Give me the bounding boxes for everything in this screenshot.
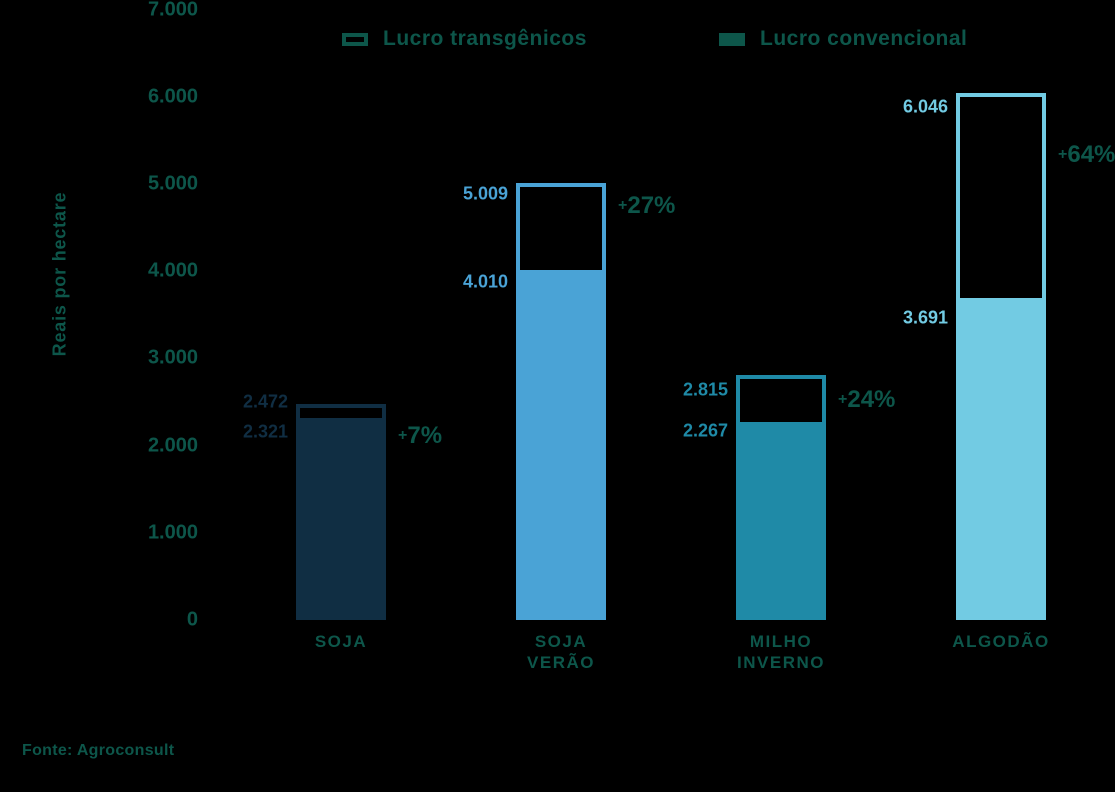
plus-sign: + — [398, 427, 408, 445]
filled-swatch-icon — [719, 32, 745, 46]
tick-label: 5.000 — [147, 172, 198, 195]
tick-label: 7.000 — [147, 0, 198, 21]
percent-gain-label: +24% — [838, 385, 896, 413]
percent-gain-label: +7% — [398, 422, 443, 450]
source-note: Fonte: Agroconsult — [22, 742, 175, 759]
conventional-value-label: 4.010 — [462, 271, 508, 292]
conventional-bar-fill — [296, 417, 386, 620]
conventional-value-label: 2.267 — [682, 420, 728, 441]
x-axis-label: SOJA — [241, 631, 441, 652]
transgenic-value-label: 2.815 — [682, 379, 728, 400]
x-axis-label-line: VERÃO — [527, 653, 595, 672]
tick-label: 2.000 — [147, 434, 198, 457]
tick-label: 6.000 — [147, 85, 198, 108]
percent-gain-label: +64% — [1058, 140, 1115, 168]
tick-label: 1.000 — [147, 521, 198, 544]
plus-sign: + — [618, 197, 628, 215]
conventional-bar-fill — [956, 298, 1046, 620]
conventional-value-label: 2.321 — [242, 421, 288, 442]
conventional-value-label: 3.691 — [902, 307, 948, 328]
transgenic-value-label: 6.046 — [902, 96, 948, 117]
x-axis-label-line: INVERNO — [737, 653, 825, 672]
conventional-bar-fill — [736, 422, 826, 620]
x-axis-label-line: MILHO — [749, 632, 813, 651]
x-axis-label: MILHO INVERNO — [681, 631, 881, 673]
chart-legend: Lucro transgênicos Lucro convencional — [0, 26, 1115, 52]
percent-gain-label: +27% — [618, 192, 676, 220]
legend-item-label: Lucro transgênicos — [383, 27, 587, 50]
x-axis-label: ALGODÃO — [901, 631, 1101, 652]
transgenic-value-label: 2.472 — [242, 391, 288, 412]
x-axis-label-line: ALGODÃO — [952, 632, 1050, 651]
x-axis-label: SOJA VERÃO — [461, 631, 661, 673]
x-axis-label-line: SOJA — [534, 632, 588, 651]
y-axis-title: Reais por hectare — [49, 191, 70, 357]
tick-label: 3.000 — [147, 346, 198, 369]
plus-sign: + — [1058, 145, 1068, 163]
transgenic-value-label: 5.009 — [462, 183, 508, 204]
tick-label: 0 — [186, 608, 198, 631]
legend-item-transgenic: Lucro transgênicos — [342, 26, 587, 52]
x-axis-label-line: SOJA — [314, 632, 368, 651]
outlined-swatch-icon — [342, 32, 368, 46]
legend-item-conventional: Lucro convencional — [719, 26, 967, 52]
tick-label: 4.000 — [147, 259, 198, 282]
plus-sign: + — [838, 390, 848, 408]
legend-item-label: Lucro convencional — [760, 27, 968, 50]
conventional-bar-fill — [516, 270, 606, 620]
